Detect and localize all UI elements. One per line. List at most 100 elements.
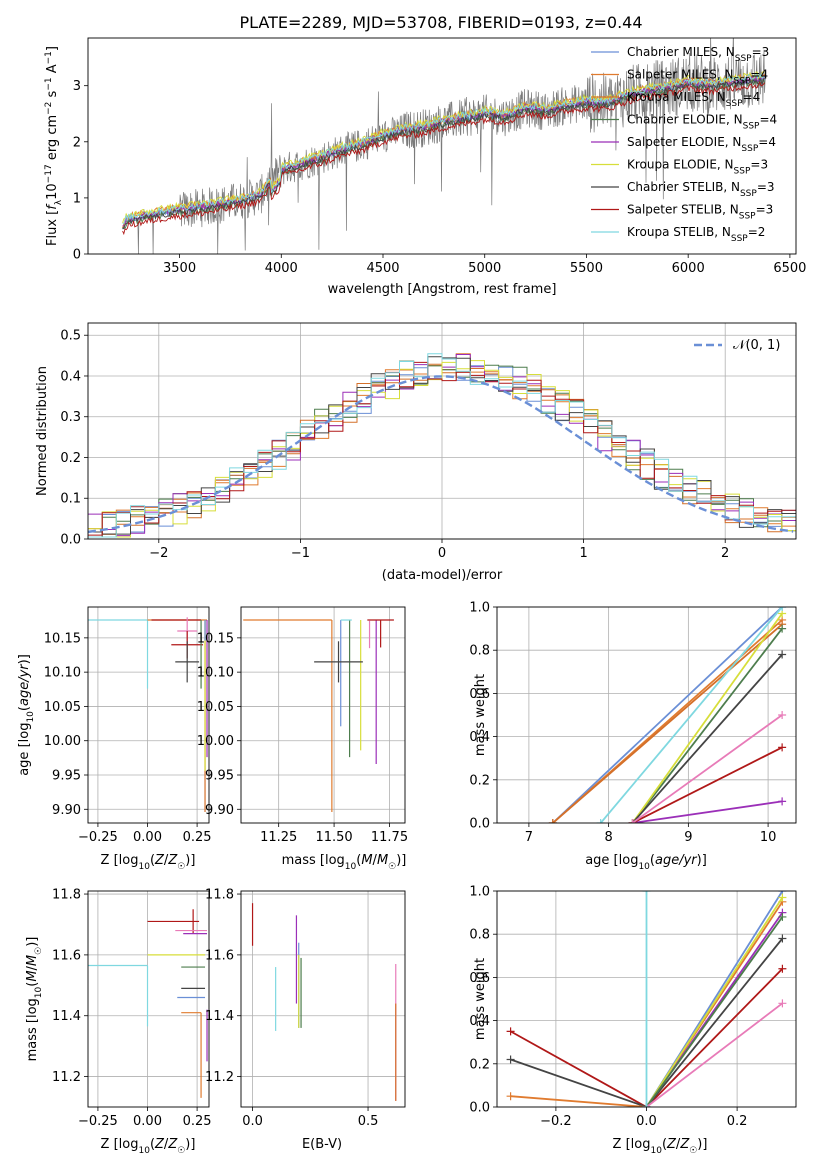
weight-line-salpeter_elodie <box>632 800 783 823</box>
y-axis-label: mass weight <box>473 674 488 756</box>
y-tick-label: 11.8 <box>52 888 81 903</box>
plot-area <box>243 619 394 813</box>
residual-histogram-kroupa_stelib <box>88 353 796 538</box>
x-tick-label: 9 <box>684 830 692 845</box>
y-axis-label: mass [log10(M/M☉)] <box>25 937 44 1062</box>
y-tick-label: 11.6 <box>205 948 234 963</box>
panel-8: −0.2 0.0 0.2 0.0 0.2 0.4 0.6 0.8 1.0 Z [log10(Z/Z… <box>469 885 797 1156</box>
y-axis-label: age [log10(age/yr)] <box>17 654 36 776</box>
y-tick-label: 0.8 <box>469 644 490 659</box>
weight-line-salpeter_stelib <box>632 746 783 823</box>
y-tick-label: 1.0 <box>469 601 490 616</box>
x-tick-label: 5000 <box>468 261 501 276</box>
plot-area <box>122 38 766 254</box>
weight-marker <box>506 1055 515 1064</box>
x-axis-label: wavelength [Angstrom, rest frame] <box>328 282 557 297</box>
y-tick-label: 0.4 <box>469 1014 490 1029</box>
y-tick-label: 11.4 <box>205 1009 234 1024</box>
y-tick-label: 0.2 <box>60 451 81 466</box>
weight-line-chabrier_stelib <box>510 937 784 1107</box>
y-tick-label: 0.1 <box>60 492 81 507</box>
weight-line-pink <box>631 714 783 823</box>
weight-line-chabrier_elodie <box>645 916 784 1107</box>
legend-entry: Kroupa ELODIE, NSSP=3 <box>627 158 768 177</box>
y-axis-label: Flux [fλ10−17 erg cm−2 s−1 A−1] <box>44 46 64 246</box>
y-tick-label: 0.2 <box>469 1057 490 1072</box>
y-tick-label: 11.2 <box>205 1070 234 1085</box>
x-axis-label: Z [log10(Z/Z☉)] <box>613 1137 708 1156</box>
weight-marker <box>778 999 787 1008</box>
axes-frame <box>87 890 210 1108</box>
y-tick-label: 1.0 <box>469 885 490 900</box>
panel-3: −0.25 0.00 0.25 9.90 9.95 10.00 10.05 10.10 10.1… <box>17 606 212 872</box>
weight-marker <box>628 819 637 823</box>
plot-layer: 3500 4000 4500 5000 5500 6000 6500 0 1 2 3 Chabrier… <box>17 37 806 1156</box>
y-tick-label: 10.10 <box>44 666 81 681</box>
legend-entry: Salpeter MILES, NSSP=4 <box>627 68 768 87</box>
x-tick-label: 11.25 <box>260 830 297 845</box>
axes-frame <box>496 606 797 824</box>
axes-frame <box>240 890 406 1108</box>
weight-marker <box>778 912 787 921</box>
x-tick-label: 2 <box>721 546 729 561</box>
weight-marker <box>596 819 605 823</box>
y-tick-label: 0.6 <box>469 971 490 986</box>
x-tick-label: 1 <box>579 546 587 561</box>
y-tick-label: 2 <box>73 135 81 150</box>
x-tick-label: −0.2 <box>540 1114 572 1129</box>
x-axis-label: age [log10(age/yr)] <box>585 853 707 872</box>
x-tick-label: −1 <box>291 546 310 561</box>
y-axis-label: Normed distribution <box>35 366 50 496</box>
x-axis-label: (data-model)/error <box>382 568 503 583</box>
x-tick-label: 11.75 <box>371 830 408 845</box>
panel-1: 3500 4000 4500 5000 5500 6000 6500 0 1 2 3 Chabrier… <box>44 37 806 297</box>
y-tick-label: 10.15 <box>44 631 81 646</box>
weight-marker <box>778 624 787 633</box>
y-tick-label: 0.0 <box>60 533 81 548</box>
axes-frame <box>87 37 797 255</box>
weight-marker <box>548 819 557 823</box>
x-tick-label: 0 <box>438 546 446 561</box>
y-tick-label: 11.4 <box>52 1009 81 1024</box>
x-tick-label: 0.5 <box>358 1114 379 1129</box>
model-spectrum-kroupa_stelib <box>122 72 765 225</box>
x-tick-label: 0.00 <box>133 830 162 845</box>
y-tick-label: 11.8 <box>205 888 234 903</box>
x-tick-label: 4500 <box>366 261 399 276</box>
x-axis-label: E(B-V) <box>302 1137 342 1152</box>
weight-line-kroupa_elodie <box>631 612 783 823</box>
legend-entry: Kroupa MILES, NSSP=4 <box>627 90 760 109</box>
axes-frame <box>87 606 210 824</box>
x-tick-label: 6500 <box>773 261 806 276</box>
x-tick-label: 0.25 <box>183 1114 212 1129</box>
weight-line-chabrier_stelib <box>631 653 783 823</box>
y-tick-label: 10.10 <box>197 666 234 681</box>
panel-5: 7 8 9 10 0.0 0.2 0.4 0.6 0.8 1.0 age [log10(age/yr… <box>469 601 797 872</box>
weight-line-chabrier_miles <box>552 607 783 823</box>
legend-entry: 𝒩(0, 1) <box>733 338 780 353</box>
y-tick-label: 10.15 <box>197 631 234 646</box>
weight-marker <box>506 1092 515 1101</box>
y-tick-label: 10.05 <box>197 700 234 715</box>
weight-marker <box>778 607 787 611</box>
y-tick-label: 0.6 <box>469 687 490 702</box>
weight-marker <box>778 711 787 719</box>
legend-entry: Kroupa STELIB, NSSP=2 <box>627 225 765 244</box>
x-axis-label: Z [log10(Z/Z☉)] <box>101 853 196 872</box>
x-tick-label: −2 <box>149 546 168 561</box>
y-tick-label: 0.8 <box>469 928 490 943</box>
legend-entry: Chabrier ELODIE, NSSP=4 <box>627 113 777 132</box>
x-tick-label: 11.50 <box>315 830 352 845</box>
y-tick-label: 10.00 <box>197 734 234 749</box>
legend-entry: Chabrier MILES, NSSP=3 <box>627 45 769 64</box>
y-tick-label: 11.2 <box>52 1070 81 1085</box>
legend-entry: Chabrier STELIB, NSSP=3 <box>627 180 775 199</box>
weight-line-chabrier_elodie <box>631 628 783 823</box>
weight-line-kroupa_miles <box>552 623 783 823</box>
weight-marker <box>778 797 787 806</box>
y-tick-label: 0 <box>73 248 81 263</box>
x-axis-label: mass [log10(M/M☉)] <box>282 853 407 872</box>
panel-7: 0.0 0.5 11.2 11.4 11.6 11.8 E(B-V) <box>205 888 406 1152</box>
y-tick-label: 9.90 <box>205 803 234 818</box>
